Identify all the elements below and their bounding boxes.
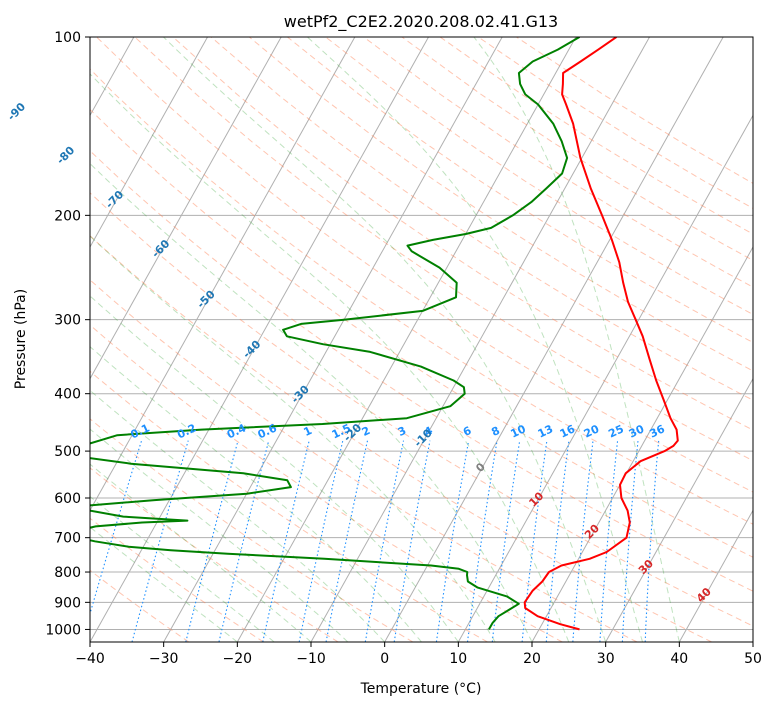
dry-adiabat-line (90, 150, 753, 592)
dry-adiabat-line (90, 192, 753, 627)
dry-adiabat-line (90, 467, 339, 642)
dry-adiabat-line (248, 37, 753, 372)
x-tick-label: 40 (670, 651, 688, 667)
isotherm-line (90, 37, 356, 512)
dry-adiabat-line (90, 235, 712, 642)
dry-adiabat-line (90, 108, 753, 558)
x-tick-label: −30 (149, 651, 179, 667)
mixing-ratio-line (545, 440, 570, 642)
mixing-ratio-line (572, 440, 594, 642)
moist-adiabat-line (307, 37, 643, 642)
x-axis-label: Temperature (°C) (360, 681, 482, 697)
dry-adiabat-line (90, 68, 753, 525)
mixing-ratio-line (325, 440, 369, 642)
y-tick-label: 400 (54, 387, 81, 403)
mixing-ratio-line (393, 440, 431, 642)
plot-frame (89, 36, 754, 643)
dry-adiabat-line (90, 517, 264, 642)
mixing-ratio-label: 16 (558, 422, 578, 440)
mixing-ratio-label: 10 (509, 422, 529, 440)
mixing-ratio-line (599, 440, 619, 642)
grid-layer (90, 37, 753, 642)
isotherm-line (90, 37, 208, 249)
moist-adiabat-line (473, 37, 680, 642)
chart-title: wetPf2_C2E2.2020.208.02.41.G13 (284, 12, 558, 32)
mixing-ratio-line (262, 440, 310, 642)
x-tick-label: 50 (744, 651, 762, 667)
y-tick-label: 700 (54, 531, 81, 547)
mixing-ratio-line (621, 440, 639, 642)
dry-adiabat-line (287, 37, 753, 343)
isotherm-line (457, 114, 753, 642)
isotherm-line (90, 37, 282, 380)
moist-adiabat-line (163, 37, 607, 642)
dry-adiabat-line (90, 370, 488, 642)
mixing-ratio-line (521, 440, 548, 642)
mixing-ratio-line (491, 440, 521, 642)
moist-adiabat-line (90, 162, 533, 642)
x-tick-label: 0 (380, 651, 389, 667)
mixing-ratio-line (131, 440, 189, 642)
isotherm-line (384, 37, 724, 642)
y-tick-label: 100 (54, 30, 81, 46)
y-axis-label: Pressure (hPa) (13, 289, 29, 389)
mixing-ratio-label: 36 (648, 422, 668, 440)
x-tick-label: −20 (223, 651, 253, 667)
isotherm-line (163, 37, 503, 642)
moist-adiabat-line (90, 428, 349, 642)
series-layer (90, 37, 679, 631)
isotherm-line (236, 37, 577, 642)
x-tick-label: 30 (597, 651, 615, 667)
y-tick-label: 300 (54, 313, 81, 329)
y-tick-label: 800 (54, 565, 81, 581)
x-tick-label: 20 (523, 651, 541, 667)
isotherm-line (605, 377, 753, 642)
dry-adiabat-line (90, 569, 190, 642)
dry-adiabat-line (90, 324, 563, 642)
isotherm-line (531, 246, 753, 642)
moist-adiabat-line (90, 389, 386, 642)
x-tick-label: 10 (449, 651, 467, 667)
mixing-ratio-label: 30 (627, 422, 647, 440)
dry-adiabat-line (90, 418, 414, 642)
dewpoint-profile-line (90, 37, 581, 630)
axis-layer: −40 −30 −20 −10 0 10 20 30 40 50 1000 900 800 700 600 5… (45, 30, 762, 667)
x-tick-label: −10 (296, 651, 326, 667)
dry-adiabat-line (90, 279, 638, 642)
y-tick-label: 900 (54, 595, 81, 611)
y-tick-label: 500 (54, 444, 81, 460)
mixing-ratio-line (435, 440, 470, 642)
moist-adiabat-line (90, 73, 570, 642)
mixing-ratio-label: 20 (582, 422, 602, 440)
mixing-ratio-line (466, 440, 498, 642)
mixing-ratio-line (644, 440, 660, 642)
temperature-profile-line (523, 37, 679, 631)
y-tick-label: 1000 (45, 622, 81, 638)
isotherm-line (90, 37, 429, 642)
x-tick-label: −40 (75, 651, 105, 667)
moist-adiabat-line (90, 346, 422, 642)
isotherm-line (678, 509, 753, 642)
mixing-ratio-label: 13 (536, 422, 555, 440)
mixing-ratio-line (298, 440, 344, 642)
moist-adiabat-line (90, 295, 459, 642)
y-tick-label: 200 (54, 208, 81, 224)
dry-adiabat-line (134, 37, 753, 462)
y-tick-label: 600 (54, 491, 81, 507)
mixing-ratio-line (218, 440, 270, 642)
isotherm-line (310, 37, 650, 642)
dry-adiabat-line (96, 37, 753, 493)
mixing-ratio-line (364, 440, 405, 642)
mixing-ratio-line (185, 440, 239, 642)
mixing-ratio-label: 25 (606, 422, 625, 440)
moist-adiabat-line (90, 463, 312, 642)
mixing-ratio-line (90, 440, 143, 616)
moist-adiabat-line (90, 235, 496, 642)
